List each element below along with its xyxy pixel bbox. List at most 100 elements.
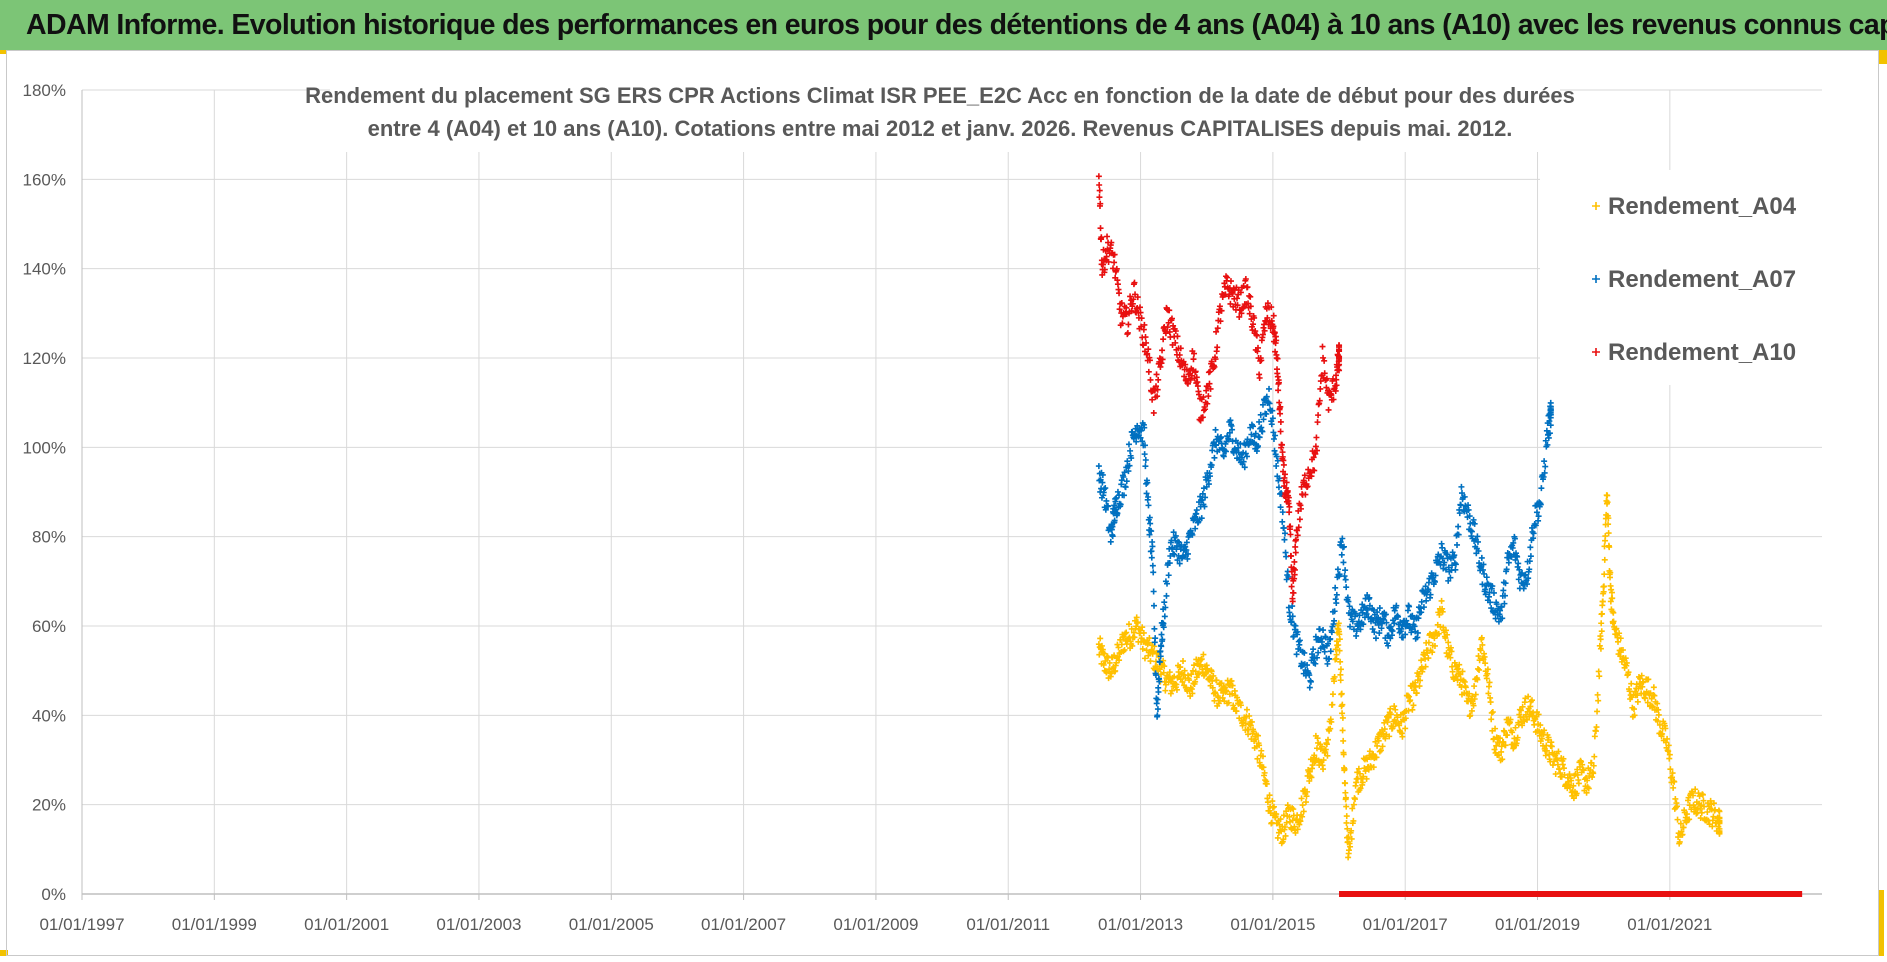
data-point xyxy=(1146,514,1153,521)
data-point xyxy=(1327,648,1334,655)
data-point xyxy=(1243,706,1250,713)
data-point xyxy=(1144,350,1151,357)
data-point xyxy=(1337,671,1344,678)
data-point xyxy=(1183,547,1190,554)
x-tick-label: 01/01/2015 xyxy=(1230,915,1315,934)
data-point xyxy=(1292,549,1299,556)
data-point xyxy=(1247,303,1254,310)
data-point xyxy=(1169,544,1176,551)
data-point xyxy=(1364,606,1371,613)
data-point xyxy=(1515,560,1522,567)
data-point xyxy=(1150,409,1157,416)
data-point xyxy=(1601,556,1608,563)
data-point xyxy=(1097,635,1104,642)
data-point xyxy=(1304,483,1311,490)
data-point xyxy=(1452,561,1459,568)
data-point xyxy=(1561,771,1568,778)
data-point xyxy=(1156,659,1163,666)
data-point xyxy=(1337,658,1344,665)
data-point xyxy=(1599,598,1606,605)
data-point xyxy=(1173,542,1180,549)
data-point xyxy=(1481,570,1488,577)
data-point xyxy=(1693,810,1700,817)
data-point xyxy=(1313,447,1320,454)
data-point xyxy=(1530,530,1537,537)
data-point xyxy=(1150,569,1157,576)
data-point xyxy=(1526,558,1533,565)
data-point xyxy=(1655,706,1662,713)
data-point xyxy=(1292,829,1299,836)
data-point xyxy=(1126,462,1133,469)
data-point xyxy=(1106,666,1113,673)
y-tick-label: 120% xyxy=(23,349,66,368)
data-point xyxy=(1207,368,1214,375)
data-point xyxy=(1250,423,1257,430)
data-point xyxy=(1276,399,1283,406)
data-point xyxy=(1710,800,1717,807)
data-point xyxy=(1145,494,1152,501)
data-point xyxy=(1333,376,1340,383)
data-point xyxy=(1333,591,1340,598)
data-point xyxy=(1119,320,1126,327)
chart-frame xyxy=(6,50,1879,956)
data-point xyxy=(1224,274,1231,281)
data-point xyxy=(1100,661,1107,668)
data-point xyxy=(1454,541,1461,548)
data-point xyxy=(1526,566,1533,573)
legend-label-3: Rendement_A10 xyxy=(1608,339,1796,366)
corner-accent-top-left xyxy=(0,50,6,54)
data-point xyxy=(1211,697,1218,704)
data-point xyxy=(1322,634,1329,641)
data-point xyxy=(1121,469,1128,476)
y-tick-label: 40% xyxy=(32,706,66,725)
data-point xyxy=(1114,488,1121,495)
data-point xyxy=(1567,784,1574,791)
data-point xyxy=(1467,527,1474,534)
data-point xyxy=(1318,743,1325,750)
corner-accent-bottom-left xyxy=(0,950,8,956)
data-point xyxy=(1260,764,1267,771)
data-point xyxy=(1311,467,1318,474)
data-point xyxy=(1243,453,1250,460)
data-point xyxy=(1292,622,1299,629)
data-point xyxy=(1674,816,1681,823)
data-point xyxy=(1323,375,1330,382)
data-point xyxy=(1273,337,1280,344)
data-point xyxy=(1487,699,1494,706)
data-point xyxy=(1177,664,1184,671)
data-point xyxy=(1313,654,1320,661)
data-point xyxy=(1160,624,1167,631)
data-point xyxy=(1465,506,1472,513)
data-point xyxy=(1194,671,1201,678)
data-point xyxy=(1415,615,1422,622)
data-point xyxy=(1282,823,1288,830)
data-point xyxy=(1220,453,1227,460)
data-point xyxy=(1218,434,1225,441)
data-point xyxy=(1391,620,1398,627)
data-point xyxy=(1113,265,1120,272)
data-point xyxy=(1158,631,1165,638)
data-point xyxy=(1345,598,1352,605)
data-point xyxy=(1379,620,1386,627)
data-point xyxy=(1300,808,1307,815)
data-point xyxy=(1451,659,1458,666)
data-point xyxy=(1666,751,1673,758)
data-point xyxy=(1478,554,1485,561)
data-point xyxy=(1269,407,1276,414)
data-point xyxy=(1339,535,1346,542)
data-point xyxy=(1601,571,1608,578)
data-point xyxy=(1350,817,1357,824)
data-point xyxy=(1117,501,1124,508)
data-point xyxy=(1162,604,1169,611)
data-point xyxy=(1352,796,1359,803)
data-point xyxy=(1286,813,1293,820)
data-point xyxy=(1454,677,1461,684)
data-point xyxy=(1357,785,1364,792)
data-point xyxy=(1600,583,1607,590)
data-point xyxy=(1501,600,1508,607)
data-point xyxy=(1474,538,1481,545)
data-point xyxy=(1535,711,1542,718)
data-point xyxy=(1568,777,1575,784)
data-point xyxy=(1445,639,1452,646)
data-point xyxy=(1285,494,1292,501)
